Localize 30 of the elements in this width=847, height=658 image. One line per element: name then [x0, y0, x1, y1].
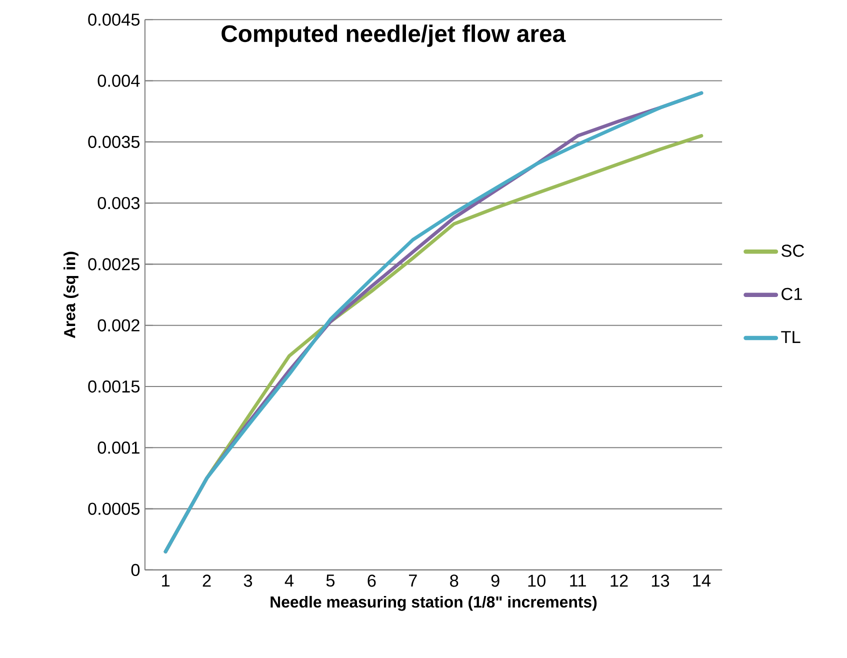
y-tick-label: 0.0005 — [88, 502, 140, 515]
x-tick-label: 1 — [162, 574, 170, 587]
y-tick-label: 0.0025 — [88, 258, 140, 270]
x-tick-label: 4 — [284, 574, 294, 587]
y-tick-label: 0.0035 — [88, 136, 140, 148]
x-tick-label: 5 — [326, 574, 335, 587]
legend-label: SC — [782, 244, 804, 257]
legend-label: C1 — [782, 288, 802, 300]
x-tick-label: 8 — [450, 574, 458, 587]
legend-label: TL — [781, 331, 800, 343]
x-tick-label: 14 — [693, 574, 711, 587]
y-tick-label: 0.002 — [98, 319, 140, 332]
x-tick-label: 12 — [610, 574, 628, 587]
x-tick-label: 7 — [408, 574, 417, 587]
x-tick-label: 2 — [202, 574, 211, 587]
x-tick-label: 6 — [368, 574, 376, 587]
chart-title: Computed needle/jet flow area — [222, 24, 566, 47]
y-tick-label: 0.0015 — [88, 380, 140, 393]
x-tick-label: 13 — [652, 574, 670, 587]
y-axis-title: Area (sq in) — [64, 252, 78, 338]
x-tick-label: 10 — [528, 574, 546, 587]
x-tick-label: 9 — [491, 574, 500, 587]
y-tick-label: 0.003 — [98, 197, 140, 210]
x-tick-label: 11 — [570, 574, 586, 587]
y-tick-label: 0.0045 — [88, 14, 140, 26]
y-tick-label: 0 — [131, 564, 140, 576]
x-axis-title: Needle measuring station (1/8" increments) — [270, 596, 597, 611]
x-tick-label: 3 — [244, 574, 252, 587]
y-tick-label: 0.001 — [98, 442, 140, 454]
y-tick-label: 0.004 — [98, 74, 140, 87]
